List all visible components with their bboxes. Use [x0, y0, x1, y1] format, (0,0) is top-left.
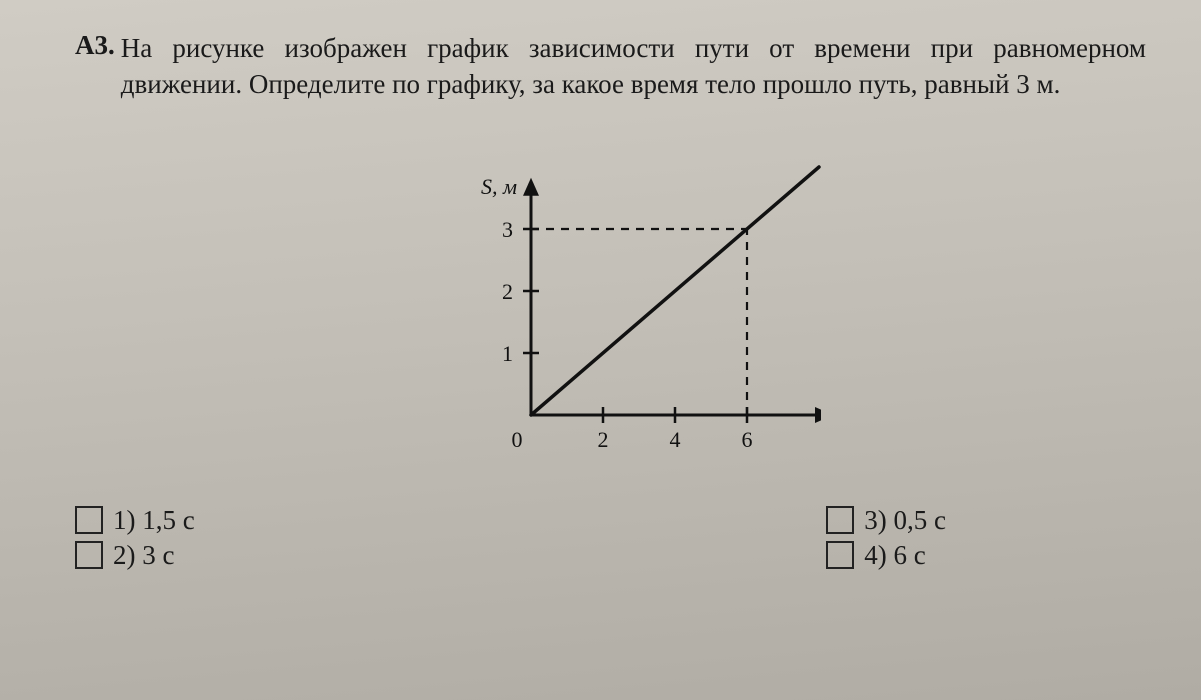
page: А3. На рисунке изображен график зависимо… [0, 0, 1201, 700]
distance-time-chart: 2461230S, мt, с [401, 135, 821, 465]
answer-option-1: 1) 1,5 с [75, 505, 195, 536]
svg-text:2: 2 [597, 427, 608, 452]
question-block: А3. На рисунке изображен график зависимо… [75, 30, 1146, 103]
svg-text:S, м: S, м [481, 174, 517, 199]
svg-text:6: 6 [741, 427, 752, 452]
answer-option-3: 3) 0,5 с [826, 505, 946, 536]
svg-text:2: 2 [502, 279, 513, 304]
svg-text:4: 4 [669, 427, 680, 452]
answer-option-2: 2) 3 с [75, 540, 195, 571]
answers-col-right: 3) 0,5 с 4) 6 с [826, 505, 946, 571]
svg-text:0: 0 [511, 427, 522, 452]
checkbox-icon[interactable] [75, 506, 103, 534]
answer-option-4: 4) 6 с [826, 540, 946, 571]
answer-label: 1) 1,5 с [113, 505, 195, 536]
svg-text:3: 3 [502, 217, 513, 242]
checkbox-icon[interactable] [75, 541, 103, 569]
answer-label: 4) 6 с [864, 540, 925, 571]
answers-block: 1) 1,5 с 2) 3 с 3) 0,5 с 4) 6 с [75, 505, 1146, 571]
question-number: А3. [75, 30, 115, 61]
answers-col-left: 1) 1,5 с 2) 3 с [75, 505, 195, 571]
checkbox-icon[interactable] [826, 506, 854, 534]
answer-label: 2) 3 с [113, 540, 174, 571]
question-text: На рисунке изображен график зависимости … [121, 30, 1146, 103]
checkbox-icon[interactable] [826, 541, 854, 569]
chart-area: 2461230S, мt, с [75, 135, 1146, 465]
svg-text:1: 1 [502, 341, 513, 366]
answer-label: 3) 0,5 с [864, 505, 946, 536]
